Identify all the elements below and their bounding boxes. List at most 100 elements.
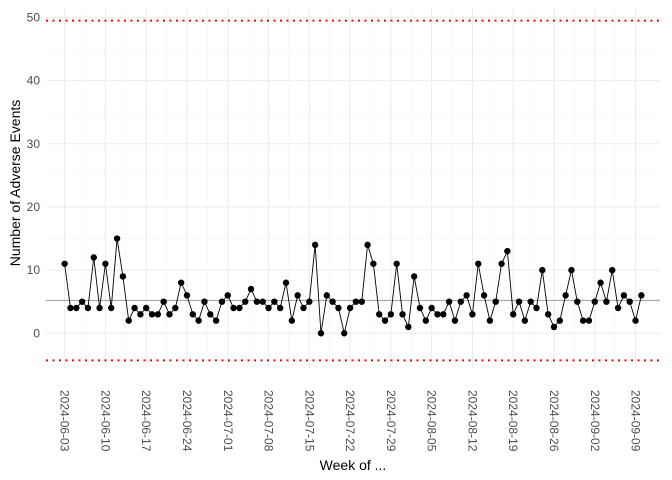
data-point: [527, 298, 534, 305]
x-tick-label: 2024-08-12: [465, 390, 479, 452]
x-tick-label: 2024-09-02: [588, 390, 602, 452]
data-point: [329, 298, 336, 305]
data-point: [574, 298, 581, 305]
data-point: [539, 266, 546, 274]
data-point: [346, 304, 354, 312]
data-point: [119, 273, 127, 280]
data-point: [294, 292, 301, 299]
data-point: [73, 304, 80, 312]
data-point: [236, 304, 243, 312]
data-point: [282, 279, 290, 286]
data-point: [521, 317, 529, 324]
data-point: [352, 298, 360, 305]
data-point: [597, 279, 604, 286]
data-point: [492, 298, 499, 305]
data-point: [504, 247, 511, 255]
data-point: [148, 311, 156, 318]
data-point: [166, 311, 173, 318]
x-axis-title: Week of ...: [320, 457, 387, 473]
y-tick-label: 40: [27, 74, 41, 88]
x-tick-label: 2024-06-17: [139, 390, 153, 452]
series-line: [64, 238, 642, 334]
data-point: [632, 317, 639, 324]
data-point: [288, 317, 296, 324]
y-axis-title: Number of Adverse Events: [7, 100, 23, 267]
data-point: [603, 298, 610, 305]
data-point: [620, 292, 628, 299]
y-tick-label: 50: [27, 10, 41, 24]
data-point: [317, 330, 325, 337]
data-point: [84, 304, 92, 312]
data-point: [102, 260, 109, 267]
data-point: [405, 323, 412, 331]
data-point: [463, 292, 470, 299]
data-point: [591, 298, 598, 305]
y-tick-label: 10: [27, 263, 41, 277]
x-tick-label: 2024-06-10: [98, 390, 112, 452]
y-tick-label: 0: [33, 326, 40, 340]
data-point: [510, 311, 517, 318]
x-tick-label: 2024-08-05: [425, 390, 439, 452]
data-point: [61, 260, 68, 267]
data-point: [78, 298, 86, 305]
control-limits: [46, 19, 660, 362]
x-tick-label: 2024-09-09: [629, 390, 643, 452]
data-point: [387, 311, 395, 318]
data-point: [160, 298, 167, 305]
x-axis-ticks: 2024-06-03 2024-06-10 2024-06-17 2024-06-24…: [58, 390, 643, 452]
data-point: [189, 311, 196, 318]
data-point: [265, 304, 272, 312]
data-point: [271, 298, 278, 305]
data-point: [341, 330, 348, 337]
y-tick-label: 20: [27, 200, 41, 214]
data-point: [242, 298, 249, 305]
x-tick-label: 2024-07-01: [221, 390, 235, 452]
data-point: [201, 298, 208, 305]
data-point: [276, 304, 284, 312]
data-point: [626, 298, 633, 305]
data-point: [177, 279, 185, 286]
data-point: [440, 311, 447, 318]
data-point: [381, 317, 389, 324]
data-point: [445, 298, 453, 305]
data-point: [195, 317, 202, 324]
data-point: [323, 292, 330, 299]
data-point: [562, 292, 569, 299]
data-point: [247, 285, 255, 293]
data-point: [207, 311, 214, 318]
series-adverse-events: [61, 235, 645, 337]
y-axis-ticks: 0 10 20 30 40 50: [27, 10, 41, 340]
data-point: [96, 304, 103, 312]
data-point: [451, 317, 459, 324]
data-point: [376, 311, 383, 318]
data-point: [568, 266, 575, 274]
data-point: [556, 317, 563, 324]
x-tick-label: 2024-07-22: [343, 390, 357, 452]
data-point: [218, 298, 226, 305]
data-point: [399, 311, 406, 318]
data-point: [358, 298, 365, 305]
data-point: [457, 298, 464, 305]
data-point: [212, 317, 220, 324]
data-point: [306, 298, 313, 305]
data-point: [579, 317, 587, 324]
x-tick-label: 2024-06-24: [180, 390, 194, 452]
x-tick-label: 2024-07-29: [384, 390, 398, 452]
data-point: [475, 260, 482, 267]
data-point: [434, 311, 441, 318]
data-point: [131, 304, 138, 312]
data-point: [90, 254, 97, 261]
data-point: [609, 266, 616, 274]
data-point: [410, 273, 418, 280]
data-point: [585, 317, 593, 324]
data-point: [364, 241, 371, 249]
data-point: [550, 323, 558, 331]
data-point: [253, 298, 261, 305]
data-point: [113, 235, 121, 242]
data-point: [143, 304, 150, 312]
x-tick-label: 2024-08-19: [506, 390, 520, 452]
data-point: [183, 292, 191, 299]
data-point: [416, 304, 424, 312]
data-point: [544, 311, 552, 318]
